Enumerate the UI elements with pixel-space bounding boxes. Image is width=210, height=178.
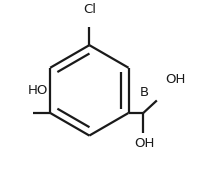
Text: HO: HO — [28, 84, 48, 97]
Text: B: B — [140, 86, 149, 99]
Text: OH: OH — [134, 137, 154, 150]
Text: Cl: Cl — [83, 3, 96, 16]
Text: OH: OH — [165, 73, 185, 86]
